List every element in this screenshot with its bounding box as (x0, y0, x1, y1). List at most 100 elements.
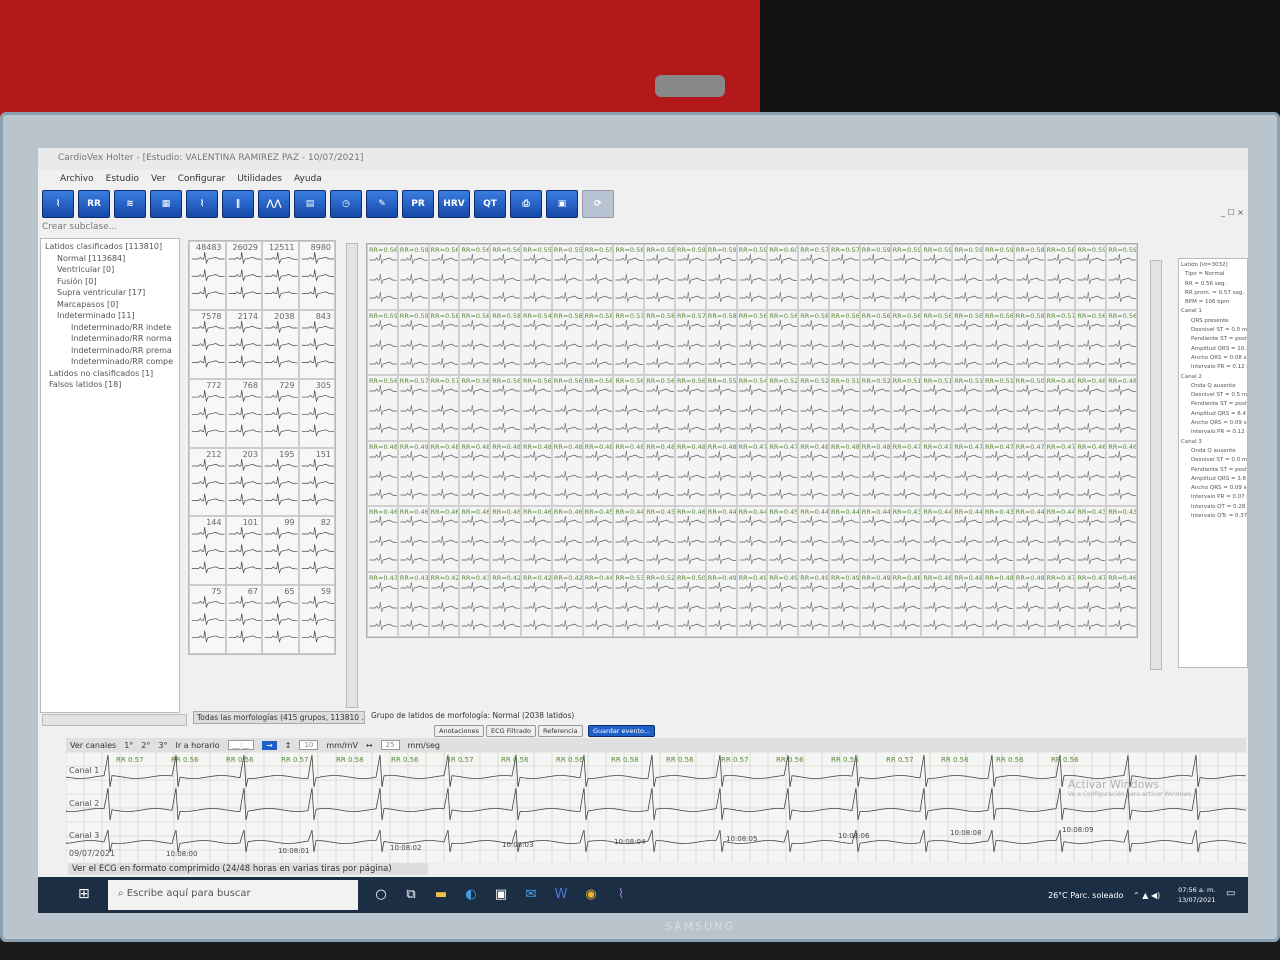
beat-cell[interactable]: RR=0.43 (890, 506, 922, 572)
beat-cell[interactable]: RR=0.43 (1075, 506, 1107, 572)
beat-cell[interactable]: RR=0.46 (674, 506, 706, 572)
beat-cell[interactable]: RR=0.59 (397, 244, 429, 310)
menu-estudio[interactable]: Estudio (105, 174, 139, 184)
tree-subitem[interactable]: Indeterminado/RR norma (71, 334, 172, 343)
hrv-button[interactable]: HRV (438, 190, 470, 218)
beat-cell[interactable]: RR=0.56 (674, 375, 706, 441)
morphology-cell[interactable]: 144 (189, 516, 226, 586)
tree-subitem[interactable]: Indeterminado/RR prema (71, 345, 172, 355)
beat-cell[interactable]: RR=0.56 (520, 375, 552, 441)
channel-1-button[interactable]: 1° (124, 740, 134, 750)
trend-button[interactable]: ⋀⋀ (258, 190, 290, 218)
beat-cell[interactable]: RR=0.56 (828, 309, 860, 375)
morphology-cell[interactable]: 2174 (225, 309, 262, 379)
chrome-icon[interactable]: ◉ (585, 887, 597, 902)
channel-3-button[interactable]: 3° (158, 740, 168, 750)
beat-cell[interactable]: RR=0.48 (613, 440, 645, 506)
detail-channel[interactable]: Canal 3 (1181, 438, 1202, 445)
tray-icons[interactable]: ⌃ ▲ ◀) (1133, 891, 1161, 900)
menu-ayuda[interactable]: Ayuda (293, 174, 322, 184)
beat-cell[interactable]: RR=0.44 (1044, 506, 1076, 572)
beat-cell[interactable]: RR=0.59 (1106, 244, 1137, 310)
beat-cell[interactable]: RR=0.56 (459, 244, 491, 310)
word-icon[interactable]: W (554, 887, 568, 902)
window-controls[interactable]: _ ☐ × (1221, 208, 1244, 217)
reference-button[interactable]: Referencia (538, 725, 583, 737)
beat-cell[interactable]: RR=0.47 (921, 440, 953, 506)
beat-cell[interactable]: RR=0.58 (798, 309, 829, 375)
beat-cell[interactable]: RR=0.58 (428, 309, 460, 375)
save-event-button[interactable]: Guardar evento... (588, 725, 656, 737)
beat-cell[interactable]: RR=0.59 (674, 244, 706, 310)
beat-cell[interactable]: RR=0.48 (520, 440, 552, 506)
beat-cell[interactable]: RR=0.56 (1106, 309, 1137, 375)
morphology-scrollbar[interactable] (346, 243, 358, 708)
report-button[interactable]: ▣ (546, 190, 578, 218)
beat-cell[interactable]: RR=0.56 (890, 309, 922, 375)
morphology-cell[interactable]: 212 (189, 447, 226, 517)
beat-cell[interactable]: RR=0.47 (736, 440, 768, 506)
beat-cell[interactable]: RR=0.55 (520, 244, 552, 310)
beat-cell[interactable]: RR=0.48 (1013, 571, 1045, 637)
tree-root[interactable]: Latidos clasificados [113810] (45, 242, 163, 251)
beat-cell[interactable]: RR=0.59 (736, 244, 768, 310)
morphology-cell[interactable]: 151 (298, 447, 335, 517)
beat-cell[interactable]: RR=0.58 (644, 244, 675, 310)
beat-cell[interactable]: RR=0.56 (1075, 309, 1107, 375)
beat-cell[interactable]: RR=0.56 (859, 309, 891, 375)
beat-cell[interactable]: RR=0.56 (767, 309, 799, 375)
beat-cell[interactable]: RR=0.51 (952, 375, 983, 441)
beat-cell[interactable]: RR=0.55 (705, 375, 737, 441)
beat-cell[interactable]: RR=0.48 (674, 440, 706, 506)
tree-item[interactable]: Marcapasos [0] (57, 299, 119, 309)
table-button[interactable]: ▤ (294, 190, 326, 218)
file-explorer-icon[interactable]: ▬ (434, 887, 448, 902)
beat-cell[interactable]: RR=0.48 (952, 571, 983, 637)
beat-cell[interactable]: RR=0.56 (736, 309, 768, 375)
beat-cell[interactable]: RR=0.57 (798, 244, 829, 310)
beat-cell[interactable]: RR=0.46 (1075, 440, 1107, 506)
beat-cell[interactable]: RR=0.47 (1013, 440, 1045, 506)
beat-cell[interactable]: RR=0.46 (1106, 440, 1137, 506)
detail-channel[interactable]: Canal 1 (1181, 308, 1202, 315)
beat-cell[interactable]: RR=0.59 (890, 244, 922, 310)
morphology-cell[interactable]: 2038 (262, 309, 299, 379)
beat-cell[interactable]: RR=0.46 (428, 506, 460, 572)
beat-cell[interactable]: RR=0.58 (1044, 244, 1076, 310)
beat-cell[interactable]: RR=0.56 (551, 375, 583, 441)
beat-cell[interactable]: RR=0.54 (520, 309, 552, 375)
beat-cell[interactable]: RR=0.44 (613, 506, 645, 572)
beat-cell[interactable]: RR=0.56 (982, 309, 1014, 375)
beat-cell[interactable]: RR=0.49 (859, 571, 891, 637)
tree-item[interactable]: Normal [113684] (57, 253, 126, 263)
beat-cell[interactable]: RR=0.52 (859, 375, 891, 441)
beat-cell[interactable]: RR=0.48 (490, 440, 521, 506)
beat-cell[interactable]: RR=0.57 (828, 244, 860, 310)
menu-utilidades[interactable]: Utilidades (237, 174, 282, 184)
beat-cell[interactable]: RR=0.48 (1075, 375, 1107, 441)
beat-cell[interactable]: RR=0.47 (1044, 440, 1076, 506)
morphology-cell[interactable]: 843 (298, 309, 335, 379)
refresh-button[interactable]: ⟳ (582, 190, 614, 218)
beat-cell[interactable]: RR=0.58 (459, 309, 491, 375)
create-subclass-field[interactable]: Crear subclase... (42, 222, 118, 232)
morphology-cell[interactable]: 7578 (189, 309, 226, 379)
beat-cell[interactable]: RR=0.50 (1013, 375, 1045, 441)
beat-cell[interactable]: RR=0.49 (767, 571, 799, 637)
tree-item[interactable]: Fusión [0] (57, 276, 97, 286)
beat-cell[interactable]: RR=0.59 (1075, 244, 1107, 310)
superimposed-button[interactable]: ‖ (222, 190, 254, 218)
beat-cell[interactable]: RR=0.58 (1013, 244, 1045, 310)
ecg-strips-button[interactable]: ≋ (114, 190, 146, 218)
rr-fc-st-button[interactable]: RR (78, 190, 110, 218)
beat-cell[interactable]: RR=0.59 (859, 244, 891, 310)
beat-cell[interactable]: RR=0.48 (582, 440, 614, 506)
go-button[interactable]: → (262, 740, 277, 750)
menu-configurar[interactable]: Configurar (177, 174, 226, 184)
beat-cell[interactable]: RR=0.43 (1106, 506, 1137, 572)
edit-button[interactable]: ✎ (366, 190, 398, 218)
morphology-cell[interactable]: 305 (298, 378, 335, 448)
beat-cell[interactable]: RR=0.48 (551, 440, 583, 506)
beat-cell[interactable]: RR=0.43 (367, 571, 398, 637)
gain-select[interactable]: 10 (299, 740, 319, 750)
